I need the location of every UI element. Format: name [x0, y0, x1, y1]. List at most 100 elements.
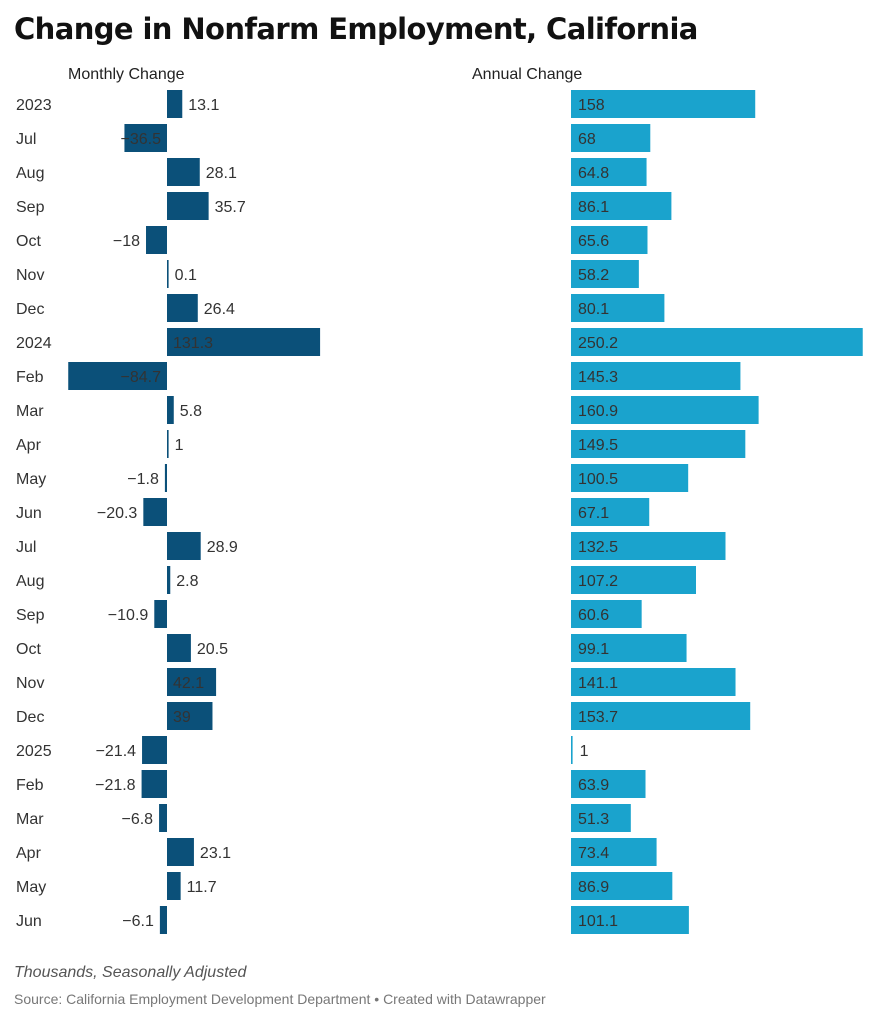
monthly-bar [167, 90, 183, 118]
annual-value-label: 63.9 [578, 777, 609, 794]
annual-bar [571, 804, 631, 832]
annual-value-label: 64.8 [578, 165, 609, 182]
chart-title: Change in Nonfarm Employment, California [14, 12, 698, 46]
category-label: Oct [16, 233, 41, 250]
monthly-bar [164, 464, 167, 492]
monthly-value-label: −6.1 [122, 913, 154, 930]
annual-bar [571, 294, 665, 322]
monthly-bar [146, 226, 167, 254]
annual-value-label: 107.2 [578, 573, 618, 590]
monthly-value-label: −36.5 [121, 131, 162, 148]
annual-value-label: 158 [578, 97, 605, 114]
monthly-value-label: 23.1 [200, 845, 231, 862]
category-label: Jul [16, 539, 36, 556]
category-label: Nov [16, 675, 44, 692]
category-label: 2023 [16, 97, 52, 114]
monthly-bar [154, 600, 167, 628]
monthly-bar [159, 906, 167, 934]
monthly-bar [167, 192, 209, 220]
annual-value-label: 99.1 [578, 641, 609, 658]
annual-value-label: 65.6 [578, 233, 609, 250]
category-label: Nov [16, 267, 44, 284]
monthly-bar [167, 532, 201, 560]
annual-value-label: 250.2 [578, 335, 618, 352]
annual-bar [571, 192, 672, 220]
category-label: May [16, 471, 46, 488]
monthly-value-label: 13.1 [188, 97, 219, 114]
monthly-value-label: 11.7 [187, 879, 217, 896]
category-label: Apr [16, 845, 42, 862]
monthly-value-label: 131.3 [173, 335, 213, 352]
category-label: Feb [16, 777, 44, 794]
monthly-value-label: 39 [173, 709, 191, 726]
monthly-bar [142, 736, 167, 764]
annual-value-label: 60.6 [578, 607, 609, 624]
category-label: May [16, 879, 46, 896]
annual-value-label: 132.5 [578, 539, 618, 556]
annual-bar [571, 532, 726, 560]
annual-bar [571, 362, 741, 390]
annual-bar [571, 328, 863, 356]
chart-area: Monthly Change Annual Change 2023 Jul Aug S… [16, 66, 863, 934]
monthly-bar [159, 804, 167, 832]
category-label: Oct [16, 641, 41, 658]
annual-bar [571, 464, 689, 492]
monthly-bar [167, 158, 200, 186]
monthly-value-label: 20.5 [197, 641, 228, 658]
annual-value-label: 86.9 [578, 879, 609, 896]
monthly-value-label: 2.8 [176, 573, 198, 590]
monthly-bar [167, 838, 194, 866]
annual-bar [571, 430, 746, 458]
monthly-bar [167, 328, 321, 356]
annual-value-label: 149.5 [578, 437, 618, 454]
annual-value-label: 141.1 [578, 675, 618, 692]
annual-value-label: 58.2 [578, 267, 609, 284]
annual-bar [571, 260, 639, 288]
category-label: Aug [16, 573, 44, 590]
category-label: Mar [16, 403, 44, 420]
annual-panel-title: Annual Change [472, 66, 582, 83]
category-label: Sep [16, 199, 45, 216]
monthly-value-label: 28.9 [207, 539, 238, 556]
monthly-value-label: −6.8 [121, 811, 153, 828]
category-label: Sep [16, 607, 45, 624]
annual-bar [571, 498, 650, 526]
annual-value-label: 160.9 [578, 403, 618, 420]
annual-value-label: 73.4 [578, 845, 609, 862]
annual-bar [571, 668, 736, 696]
monthly-value-label: 28.1 [206, 165, 237, 182]
monthly-bar [167, 430, 169, 458]
category-label: Jul [16, 131, 36, 148]
monthly-value-label: 42.1 [173, 675, 204, 692]
monthly-value-label: −21.8 [95, 777, 136, 794]
annual-bar [571, 90, 756, 118]
category-label: Aug [16, 165, 44, 182]
annual-value-label: 51.3 [578, 811, 609, 828]
annual-bar [571, 226, 648, 254]
monthly-bars: 13.1 −36.5 28.1 35.7 −18 0.1 26.4 131.3 −84.7 5.8… [68, 90, 321, 934]
monthly-bar [167, 702, 213, 730]
annual-value-label: 100.5 [578, 471, 618, 488]
monthly-bar [141, 770, 167, 798]
annual-bar [571, 838, 657, 866]
annual-value-label: 86.1 [578, 199, 609, 216]
monthly-bar [167, 260, 169, 288]
monthly-bar [167, 566, 171, 594]
annual-value-label: 1 [580, 743, 589, 760]
annual-bar [571, 770, 646, 798]
monthly-value-label: 5.8 [180, 403, 202, 420]
monthly-value-label: −84.7 [121, 369, 162, 386]
annual-bars: 158 68 64.8 86.1 65.6 58.2 80.1 250.2 145.3 160.9… [571, 90, 863, 934]
units-note: Thousands, Seasonally Adjusted [14, 964, 247, 981]
category-label: 2025 [16, 743, 52, 760]
monthly-value-label: −18 [113, 233, 140, 250]
annual-bar [571, 566, 696, 594]
monthly-bar [143, 498, 167, 526]
monthly-bar [167, 668, 217, 696]
monthly-value-label: 1 [175, 437, 184, 454]
category-label: Jun [16, 505, 42, 522]
monthly-bar [68, 362, 167, 390]
category-label: Dec [16, 709, 44, 726]
category-label: Jun [16, 913, 42, 930]
monthly-panel-title: Monthly Change [68, 66, 185, 83]
